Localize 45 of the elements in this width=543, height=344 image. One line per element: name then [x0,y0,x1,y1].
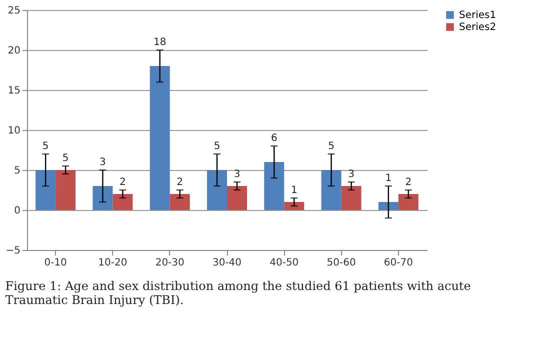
x-tick-label: 30-40 [212,258,242,268]
bar [227,186,247,210]
data-label: 1 [385,173,392,184]
x-tick-label: 10-20 [98,258,128,268]
bar [36,170,56,210]
bar [398,194,418,210]
data-label: 6 [270,133,278,144]
x-tick-label: 40-50 [270,258,299,268]
bar [56,170,76,210]
x-tick-label: 0-10 [44,258,67,268]
data-label: 5 [62,153,69,164]
data-label: 3 [100,157,106,168]
y-tick-label: 0 [14,206,20,216]
bar [341,186,362,210]
bar [207,170,227,210]
data-label: 18 [153,37,166,48]
data-label: 2 [405,177,412,188]
data-label: 2 [176,177,184,188]
data-label: 3 [348,169,354,180]
data-label: 5 [42,141,49,152]
y-tick-label: 15 [8,86,20,96]
bar [378,202,398,210]
legend-label: Series2 [459,22,496,33]
x-tick-label: 60-70 [384,258,413,268]
bar [112,194,133,210]
data-label: 2 [120,177,126,188]
data-label: 5 [214,141,220,152]
legend-label: Series1 [459,10,496,21]
data-label: 5 [328,141,334,152]
y-tick-label: −5 [6,246,20,256]
y-tick-label: 5 [14,166,20,176]
data-label: 1 [290,185,298,196]
y-tick-label: 20 [8,46,20,56]
bar [321,170,342,210]
bar [170,194,190,210]
bar [150,66,170,210]
x-tick-label: 20-30 [155,258,184,268]
bar [264,162,284,210]
data-label: 3 [234,169,240,180]
bar [284,202,304,210]
bar [92,186,113,210]
y-tick-label: 25 [8,6,20,16]
caption: Figure 1: Age and sex distribution among the studied 61 patients with acute Traumatic Brain Injury (TBI). [5,279,471,307]
y-tick-label: 10 [8,126,20,136]
x-tick-label: 50-60 [326,258,356,268]
